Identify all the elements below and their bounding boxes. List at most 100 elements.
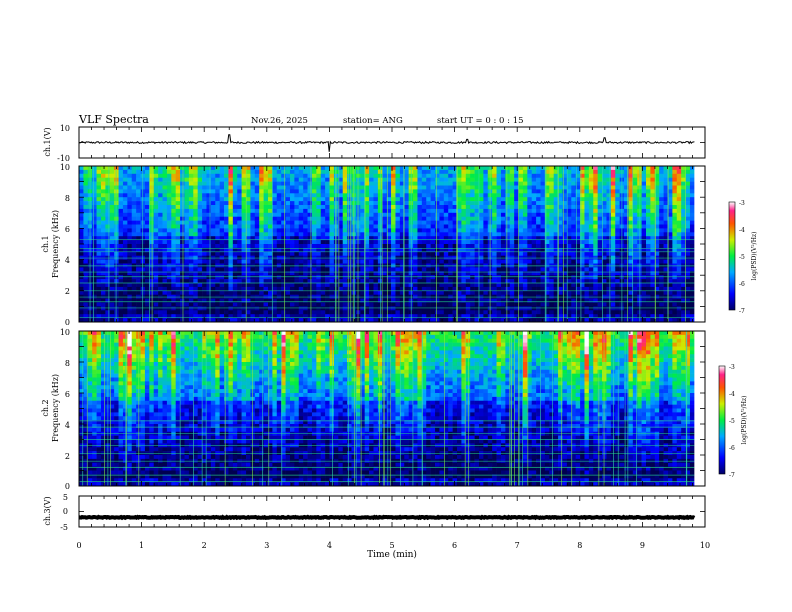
spectrogram-cell	[395, 259, 401, 264]
spectrogram-cell	[391, 271, 396, 276]
spectrogram-cell	[496, 197, 502, 202]
spectrogram-cell	[294, 259, 300, 264]
spectrogram-cell	[83, 201, 89, 206]
spectrogram-cell	[584, 306, 590, 311]
spectrogram-cell	[536, 224, 541, 229]
spectrogram-cell	[342, 185, 348, 190]
spectrogram-cell	[430, 306, 436, 311]
spectrogram-cell	[92, 244, 97, 249]
spectrogram-cell	[360, 208, 366, 214]
spectrogram-cell	[465, 318, 471, 323]
spectrogram-cell	[364, 220, 370, 225]
spectrogram-cell	[413, 283, 418, 288]
spectrogram-cell	[584, 216, 590, 221]
spectrogram-cell	[461, 286, 467, 292]
spectrogram-cell	[232, 290, 238, 295]
spectrogram-cell	[483, 216, 489, 221]
spectrogram-cell	[224, 267, 229, 272]
spectrogram-cell	[246, 279, 251, 284]
spectrogram-cell	[421, 318, 427, 323]
spectrogram-cell	[514, 271, 519, 276]
spectrogram-cell	[303, 286, 308, 292]
spectrogram-cell	[413, 290, 418, 295]
spectrogram-cell	[149, 224, 155, 229]
spectrogram-cell	[219, 286, 225, 292]
spectrogram-cell	[316, 169, 322, 175]
spectrogram-cell	[496, 216, 502, 221]
spectrogram-cell	[588, 173, 594, 178]
spectrogram-cell	[118, 185, 124, 190]
spectrogram-cell	[544, 189, 550, 194]
spectrogram-cell	[180, 259, 185, 264]
spectrogram-cell	[210, 181, 216, 186]
spectrogram-cell	[558, 314, 563, 319]
spectrogram-cell	[127, 185, 133, 190]
spectrogram-cell	[193, 216, 198, 221]
spectrogram-cell	[580, 240, 585, 245]
spectrogram-cell	[294, 224, 300, 229]
spectrogram-cell	[509, 286, 515, 292]
spectrogram-cell	[430, 197, 436, 202]
spectrogram-cell	[522, 193, 528, 198]
spectrogram-cell	[228, 306, 234, 311]
spectrogram-cell	[610, 314, 616, 319]
spectrogram-cell	[430, 185, 436, 190]
spectrogram-cell	[351, 306, 357, 311]
spectrogram-cell	[347, 318, 352, 323]
spectrogram-cell	[391, 197, 396, 202]
spectrogram-cell	[289, 314, 295, 319]
spectrogram-cell	[237, 310, 242, 315]
spectrogram-cell	[496, 286, 502, 292]
spectrogram-cell	[426, 236, 431, 241]
spectrogram-cell	[522, 236, 528, 241]
spectrogram-cell	[360, 306, 366, 311]
spectrogram-cell	[606, 177, 612, 182]
spectrogram-cell	[417, 271, 423, 276]
spectrogram-cell	[307, 185, 313, 190]
spectrogram-cell	[500, 286, 506, 292]
spectrogram-cell	[114, 240, 119, 245]
spectrogram-cell	[439, 302, 445, 307]
spectrogram-cell	[602, 298, 607, 303]
spectrogram-cell	[404, 197, 409, 202]
spectrogram-cell	[281, 283, 286, 288]
spectrogram-cell	[391, 267, 396, 272]
spectrogram-cell	[426, 247, 431, 253]
spectrogram-cell	[391, 244, 396, 249]
spectrogram-cell	[197, 251, 203, 256]
spectrogram-cell	[562, 189, 568, 194]
spectrogram-cell	[219, 240, 225, 245]
spectrogram-cell	[289, 216, 295, 221]
spectrogram-cell	[180, 173, 185, 178]
spectrogram-cell	[544, 314, 550, 319]
spectrogram-cell	[153, 185, 159, 190]
spectrogram-cell	[158, 236, 163, 241]
spectrogram-cell	[158, 306, 163, 311]
spectrogram-cell	[474, 310, 480, 315]
spectrogram-cell	[272, 302, 278, 307]
spectrogram-cell	[417, 298, 423, 303]
spectrogram-cell	[461, 216, 467, 221]
spectrogram-cell	[430, 181, 436, 186]
spectrogram-cell	[162, 275, 168, 280]
spectrogram-cell	[540, 216, 546, 221]
spectrogram-cell	[193, 201, 198, 206]
spectrogram-cell	[149, 306, 155, 311]
spectrogram-cell	[351, 240, 357, 245]
spectrogram-cell	[184, 236, 190, 241]
spectrogram-cell	[92, 236, 97, 241]
spectrogram-cell	[417, 228, 423, 233]
spectrogram-cell	[316, 240, 322, 245]
spectrogram-cell	[268, 177, 273, 182]
spectrogram-cell	[281, 310, 286, 315]
spectrogram-cell	[369, 212, 374, 217]
spectrogram-cell	[241, 173, 247, 178]
spectrogram-cell	[342, 310, 348, 315]
spectrogram-cell	[237, 212, 242, 217]
spectrogram-cell	[325, 212, 330, 217]
spectrogram-cell	[303, 275, 308, 280]
spectrogram-cell	[202, 216, 207, 221]
spectrogram-cell	[373, 244, 379, 249]
spectrogram-cell	[272, 236, 278, 241]
spectrogram-cell	[575, 310, 581, 315]
